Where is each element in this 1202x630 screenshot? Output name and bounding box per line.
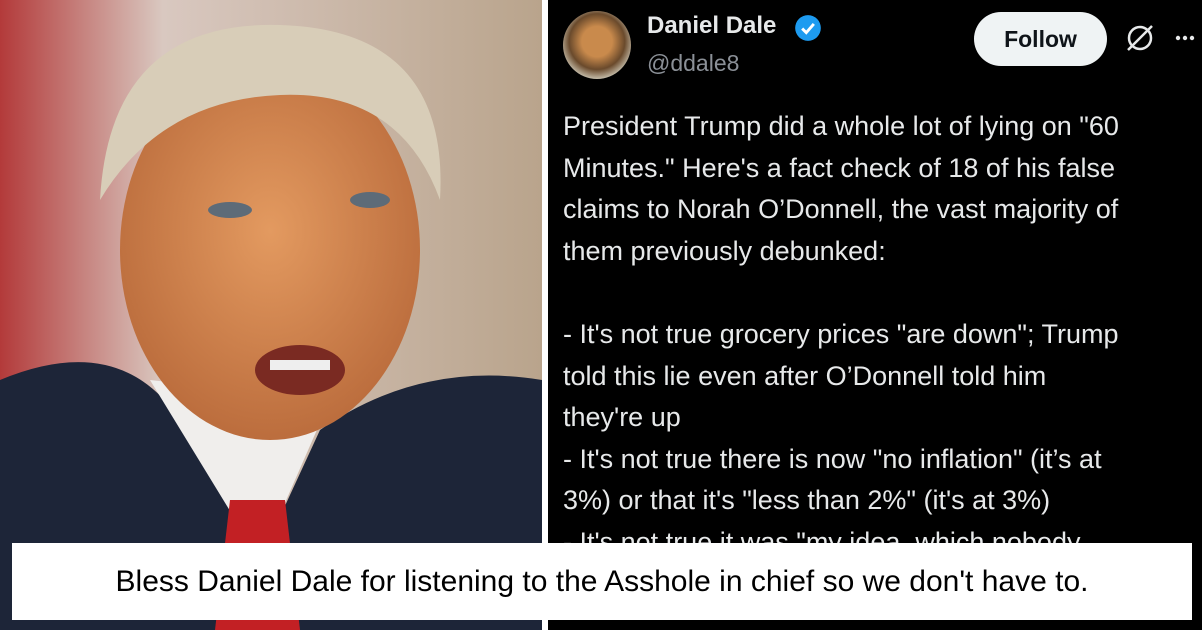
tweet-line: President Trump did a whole lot of lying… — [563, 111, 1119, 141]
handle[interactable]: @ddale8 — [647, 50, 740, 76]
tweet-text: President Trump did a whole lot of lying… — [563, 106, 1119, 605]
tweet-line: 3%) or that it's "less than 2%" (it's at… — [563, 485, 1051, 516]
author-name[interactable]: Daniel Dale — [647, 12, 777, 39]
verified-badge — [795, 15, 821, 41]
tweet-line: told this lie even after O’Donnell told … — [563, 360, 1047, 391]
tweet: Daniel Dale @ddale8 Follow President Tru… — [548, 0, 1202, 630]
tweet-line: - It's not true there is now "no inflati… — [563, 443, 1102, 474]
follow-button[interactable]: Follow — [974, 12, 1107, 66]
tweet-icons[interactable] — [1122, 20, 1202, 56]
tweet-line: them previously debunked: — [563, 235, 886, 266]
avatar[interactable] — [563, 11, 631, 79]
tweet-line: Minutes." Here's a fact check of 18 of h… — [563, 152, 1115, 183]
caption: Bless Daniel Dale for listening to the A… — [12, 543, 1192, 620]
tweet-line — [563, 272, 1119, 314]
photo — [0, 0, 542, 630]
tweet-line: - It's not true grocery prices "are down… — [563, 318, 1119, 349]
tweet-line: they're up — [563, 402, 681, 433]
tweet-line: claims to Norah O’Donnell, the vast majo… — [563, 194, 1119, 225]
